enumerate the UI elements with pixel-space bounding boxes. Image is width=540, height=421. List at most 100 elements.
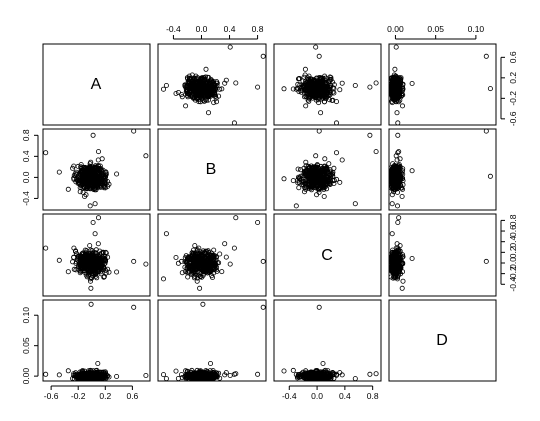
data-point — [296, 185, 302, 191]
data-point — [88, 368, 94, 374]
data-point — [205, 260, 211, 266]
data-point — [78, 162, 84, 168]
data-point — [73, 374, 79, 380]
panel-A-vs-B — [157, 43, 267, 126]
data-point — [196, 272, 202, 278]
data-point — [73, 267, 79, 273]
data-point — [179, 270, 185, 276]
data-point — [389, 231, 395, 237]
data-point — [293, 203, 299, 209]
data-point — [90, 219, 96, 225]
data-point — [185, 91, 191, 97]
data-point — [389, 90, 395, 96]
data-point — [93, 271, 99, 277]
data-point — [163, 231, 169, 237]
panel-D-vs-C — [273, 299, 382, 382]
data-point — [337, 87, 343, 93]
data-point — [192, 97, 198, 103]
data-point — [219, 86, 225, 92]
data-point — [321, 91, 327, 97]
data-point — [227, 44, 233, 50]
data-point — [394, 169, 400, 175]
data-point — [393, 153, 399, 159]
data-point — [187, 265, 193, 271]
data-point — [400, 254, 406, 260]
data-point — [313, 153, 319, 159]
data-point — [313, 44, 319, 50]
data-point — [82, 368, 88, 374]
data-point — [85, 374, 91, 380]
data-point — [77, 189, 83, 195]
data-point — [99, 254, 105, 260]
data-point — [409, 168, 415, 174]
data-point — [196, 253, 202, 259]
data-point — [255, 219, 261, 225]
data-point — [397, 179, 403, 185]
data-point — [89, 167, 95, 173]
data-point — [219, 269, 225, 275]
data-point — [184, 261, 190, 267]
data-point — [197, 368, 203, 374]
data-point — [333, 150, 339, 156]
data-point — [483, 53, 489, 59]
panel-frame — [42, 299, 151, 382]
data-point — [65, 368, 71, 374]
data-point — [87, 203, 93, 209]
data-point — [56, 372, 62, 378]
data-point — [303, 86, 309, 92]
data-point — [82, 184, 88, 190]
data-point — [305, 97, 311, 103]
data-point — [183, 103, 189, 109]
data-point — [77, 270, 83, 276]
data-point — [331, 177, 337, 183]
data-point — [96, 149, 102, 155]
data-point — [92, 183, 98, 189]
data-point — [200, 86, 206, 92]
data-point — [303, 168, 309, 174]
data-point — [393, 74, 399, 80]
data-point — [302, 184, 308, 190]
data-point — [185, 274, 191, 280]
data-point — [160, 372, 166, 378]
data-point — [399, 254, 405, 260]
data-point — [217, 251, 223, 257]
data-point — [85, 265, 91, 271]
panel-frame — [157, 213, 267, 297]
data-point — [71, 245, 77, 251]
data-point — [71, 371, 77, 377]
data-point — [89, 252, 95, 258]
data-point — [131, 304, 137, 310]
data-point — [308, 183, 314, 189]
data-point — [191, 258, 197, 264]
panel-frame — [42, 213, 151, 297]
data-point — [203, 66, 209, 72]
data-point — [160, 276, 166, 282]
data-point — [94, 275, 100, 281]
data-point — [183, 269, 189, 275]
panels-layer — [42, 43, 497, 382]
data-point — [400, 261, 406, 267]
panel-frame — [273, 213, 382, 297]
data-point — [75, 255, 81, 261]
data-point — [394, 203, 400, 209]
data-point — [80, 189, 86, 195]
data-point — [394, 110, 400, 116]
data-point — [339, 80, 345, 86]
data-point — [189, 254, 195, 260]
data-point — [192, 267, 198, 273]
data-point — [309, 184, 315, 190]
data-point — [192, 94, 198, 100]
data-point — [96, 215, 102, 221]
data-point — [233, 80, 239, 86]
data-point — [203, 373, 209, 379]
data-point — [143, 153, 149, 159]
data-point — [302, 78, 308, 84]
data-point — [65, 269, 71, 275]
data-point — [89, 260, 95, 266]
data-point — [314, 192, 320, 198]
data-point — [81, 255, 87, 261]
data-point — [227, 372, 233, 378]
panel-frame — [273, 299, 382, 382]
data-point — [390, 161, 396, 167]
data-point — [331, 82, 337, 88]
